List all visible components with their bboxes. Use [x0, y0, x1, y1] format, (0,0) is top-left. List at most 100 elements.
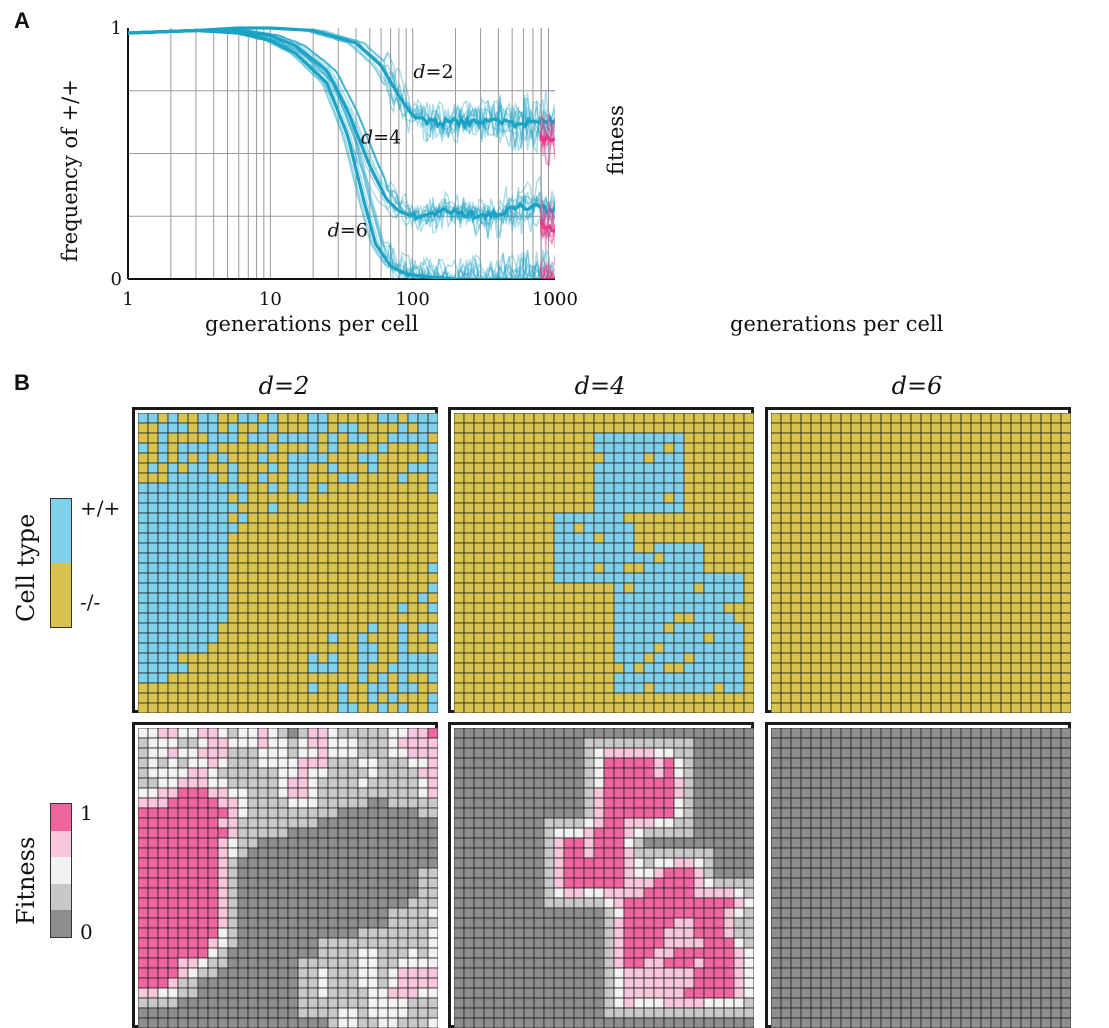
- grid-cell: [187, 472, 199, 484]
- grid-cell: [337, 472, 349, 484]
- grid-cell: [860, 422, 872, 434]
- grid-cell: [830, 728, 842, 739]
- grid-cell: [1030, 747, 1042, 759]
- grid-cell: [337, 522, 349, 534]
- grid-cell: [693, 512, 705, 524]
- grid-cell: [593, 857, 605, 869]
- grid-cell: [613, 957, 625, 969]
- grid-cell: [653, 947, 665, 959]
- grid-cell: [683, 532, 695, 544]
- grid-cell: [920, 562, 932, 574]
- grid-cell: [950, 747, 962, 759]
- grid-cell: [723, 622, 735, 634]
- grid-cell: [327, 482, 339, 494]
- grid-cell: [473, 797, 485, 809]
- grid-cell: [553, 472, 565, 484]
- grid-cell: [357, 532, 369, 544]
- grid-cell: [673, 837, 685, 849]
- grid-cell: [1050, 442, 1062, 454]
- grid-cell: [703, 728, 715, 739]
- grid-cell: [780, 662, 792, 674]
- grid-cell: [387, 702, 399, 713]
- grid-cell: [427, 997, 438, 1009]
- grid-cell: [523, 837, 535, 849]
- grid-cell: [523, 907, 535, 919]
- grid-cell: [613, 413, 625, 424]
- grid-cell: [1010, 817, 1022, 829]
- grid-cell: [187, 807, 199, 819]
- grid-cell: [890, 702, 902, 713]
- grid-cell: [553, 757, 565, 769]
- grid-cell: [1060, 817, 1071, 829]
- grid-cell: [397, 562, 409, 574]
- grid-cell: [317, 422, 329, 434]
- grid-cell: [771, 532, 782, 544]
- grid-cell: [427, 767, 438, 779]
- grid-cell: [177, 432, 189, 444]
- grid-cell: [693, 632, 705, 644]
- grid-cell: [138, 757, 149, 769]
- grid-cell: [307, 692, 319, 704]
- grid-cell: [990, 642, 1002, 654]
- grid-cell: [463, 857, 475, 869]
- grid-cell: [157, 917, 169, 929]
- grid-cell: [563, 827, 575, 839]
- grid-cell: [900, 422, 912, 434]
- grid-cell: [553, 652, 565, 664]
- grid-cell: [950, 413, 962, 424]
- grid-cell: [307, 462, 319, 474]
- grid-cell: [417, 997, 429, 1009]
- grid-cell: [1040, 572, 1052, 584]
- grid-cell: [603, 927, 615, 939]
- grid-cell: [337, 987, 349, 999]
- grid-cell: [880, 817, 892, 829]
- grid-cell: [347, 652, 359, 664]
- grid-cell: [613, 472, 625, 484]
- grid-cell: [387, 767, 399, 779]
- grid-cell: [850, 413, 862, 424]
- grid-cell: [227, 857, 239, 869]
- grid-cell: [633, 502, 645, 514]
- grid-cell: [217, 737, 229, 749]
- grid-cell: [247, 692, 259, 704]
- grid-cell: [771, 777, 782, 789]
- grid-cell: [880, 807, 892, 819]
- grid-cell: [633, 877, 645, 889]
- grid-fitness-d2: [132, 722, 438, 1028]
- grid-cell: [177, 542, 189, 554]
- grid-cell: [553, 562, 565, 574]
- grid-cell: [277, 877, 289, 889]
- grid-cell: [703, 787, 715, 799]
- grid-cell: [357, 817, 369, 829]
- grid-cell: [623, 977, 635, 989]
- grid-cell: [653, 552, 665, 564]
- grid-cell: [673, 692, 685, 704]
- grid-cell: [157, 967, 169, 979]
- grid-cell: [593, 937, 605, 949]
- grid-cell: [1020, 442, 1032, 454]
- replicate-line: [128, 29, 555, 279]
- grid-cell: [417, 632, 429, 644]
- grid-cell: [613, 592, 625, 604]
- grid-cell: [483, 682, 495, 694]
- grid-cell: [503, 807, 515, 819]
- grid-cell: [713, 837, 725, 849]
- grid-cell: [407, 857, 419, 869]
- grid-cell: [633, 957, 645, 969]
- grid-cell: [900, 702, 912, 713]
- grid-cell: [780, 797, 792, 809]
- grid-cell: [287, 967, 299, 979]
- grid-cell: [960, 512, 972, 524]
- grid-cell: [830, 747, 842, 759]
- grid-cell: [147, 642, 159, 654]
- grid-cell: [663, 827, 675, 839]
- grid-cell: [800, 592, 812, 604]
- grid-cell: [217, 827, 229, 839]
- grid-cell: [603, 422, 615, 434]
- grid-cell: [417, 552, 429, 564]
- grid-cell: [663, 482, 675, 494]
- grid-cell: [653, 562, 665, 574]
- grid-cell: [347, 502, 359, 514]
- grid-cell: [317, 817, 329, 829]
- grid-cell: [940, 512, 952, 524]
